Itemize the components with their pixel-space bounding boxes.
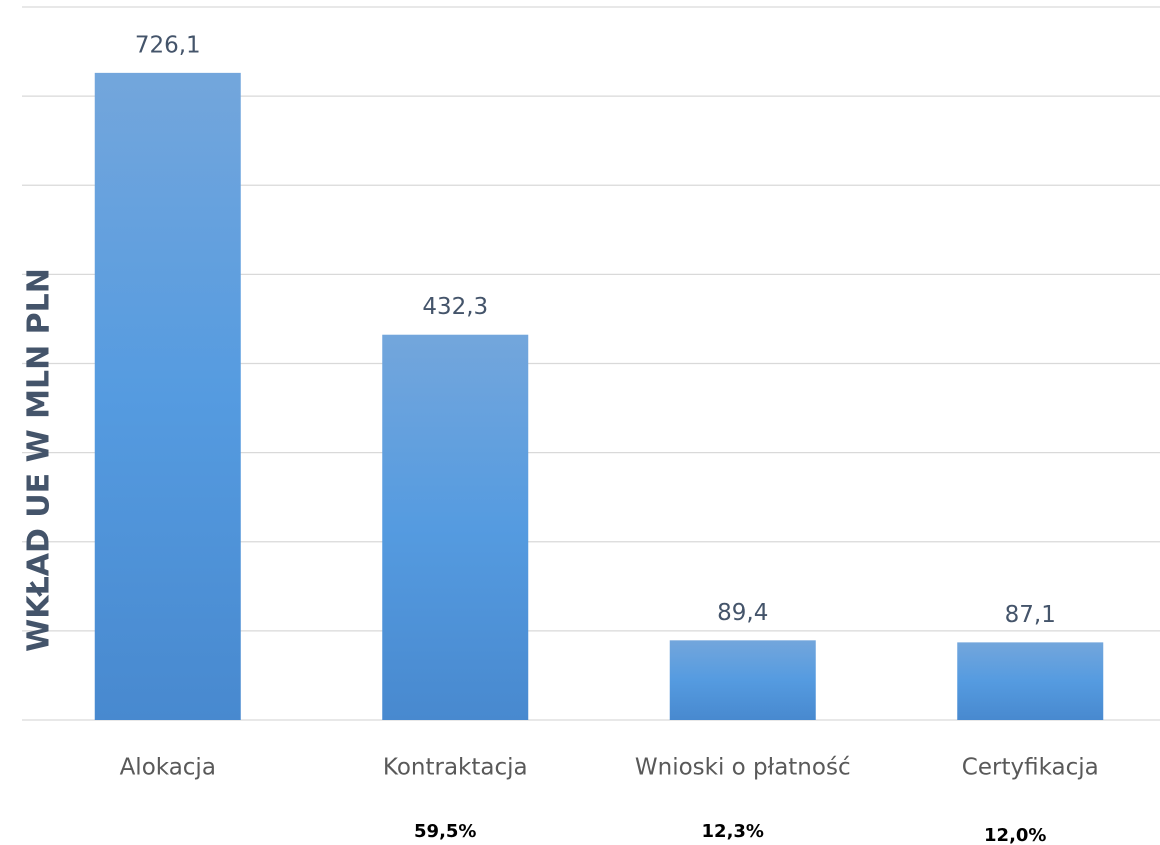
x-tick-label: Certyfikacja: [962, 755, 1099, 781]
annotation: 12,0%: [984, 825, 1046, 845]
bar: [94, 72, 241, 720]
x-tick-label: Alokacja: [120, 755, 216, 781]
data-label: 87,1: [1005, 602, 1056, 628]
x-tick-label: Kontraktacja: [383, 755, 528, 781]
bar: [957, 642, 1104, 720]
data-label: 726,1: [135, 32, 201, 58]
data-label: 432,3: [422, 294, 488, 320]
annotation: 12,3%: [702, 821, 764, 842]
bar: [382, 334, 529, 720]
bar: [669, 640, 816, 720]
bars: [94, 72, 1104, 720]
x-tick-label: Wnioski o płatność: [635, 755, 851, 781]
annotation: 59,5%: [414, 821, 476, 842]
data-label: 89,4: [717, 600, 768, 626]
y-axis-label: WKŁAD UE W MLN PLN: [22, 268, 57, 652]
